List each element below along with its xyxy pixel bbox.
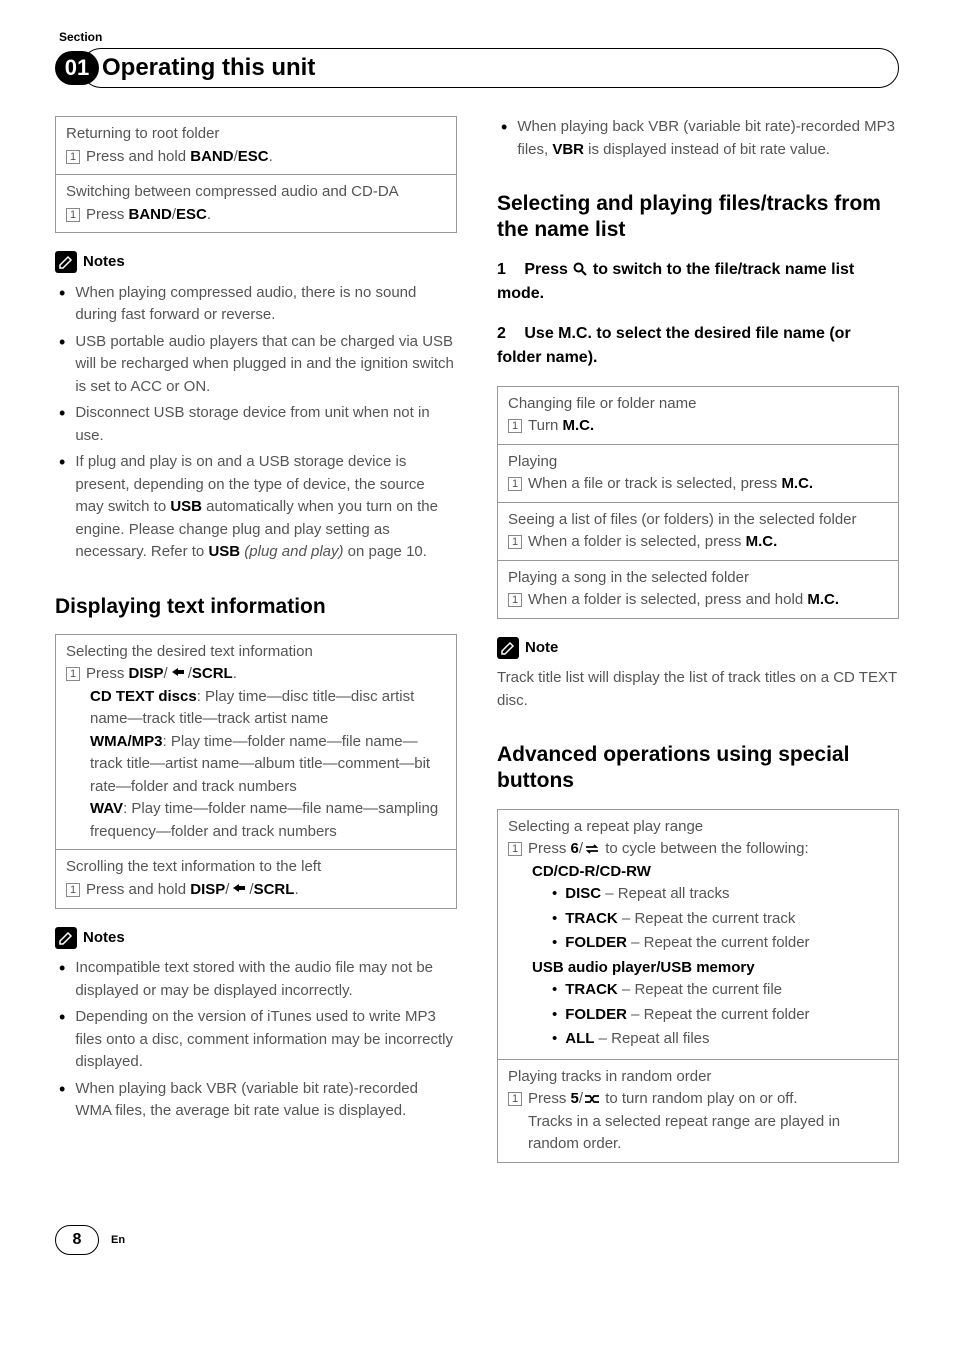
cell-see-list: Seeing a list of files (or folders) in t… xyxy=(498,503,898,561)
note-item: Incompatible text stored with the audio … xyxy=(55,957,457,1002)
heading-selecting-files: Selecting and playing files/tracks from … xyxy=(497,191,899,244)
shuffle-icon xyxy=(583,1090,601,1107)
notes-list: When playing compressed audio, there is … xyxy=(55,282,457,564)
heading-display-text: Displaying text information xyxy=(55,594,457,620)
step-2: 2 Use M.C. to select the desired file na… xyxy=(497,322,899,370)
step-number: 1 xyxy=(66,208,80,222)
step-number: 1 xyxy=(66,667,80,681)
note-item: When playing compressed audio, there is … xyxy=(55,282,457,327)
pencil-icon xyxy=(55,251,77,273)
note-label: Note xyxy=(525,637,558,660)
box-advanced: Selecting a repeat play range 1 Press 6/… xyxy=(497,809,899,1163)
cell-repeat-range: Selecting a repeat play range 1 Press 6/… xyxy=(498,810,898,1060)
cell-step: 1 Press and hold DISP//SCRL. xyxy=(66,879,446,902)
cell-return-root: Returning to root folder 1 Press and hol… xyxy=(56,117,456,175)
cell-step: 1 Press DISP//SCRL. xyxy=(66,663,446,686)
note-item: If plug and play is on and a USB storage… xyxy=(55,451,457,564)
header-row: 01 Operating this unit xyxy=(55,48,899,88)
note-item: USB portable audio players that can be c… xyxy=(55,331,457,399)
cell-title: Switching between compressed audio and C… xyxy=(66,181,446,204)
cell-title: Playing xyxy=(508,451,888,474)
pencil-icon xyxy=(497,637,519,659)
cont-notes-list: When playing back VBR (variable bit rate… xyxy=(497,116,899,161)
note-item: When playing back VBR (variable bit rate… xyxy=(55,1078,457,1123)
notes-list: Incompatible text stored with the audio … xyxy=(55,957,457,1123)
cell-title: Playing tracks in random order xyxy=(508,1066,888,1089)
page-number: 8 xyxy=(55,1225,99,1255)
cell-title: Selecting a repeat play range xyxy=(508,816,888,839)
note-item: Depending on the version of iTunes used … xyxy=(55,1006,457,1074)
page: Section 01 Operating this unit Returning… xyxy=(0,0,954,1295)
back-arrow-icon xyxy=(229,879,249,902)
notes-header: Notes xyxy=(55,927,457,950)
cell-title: Selecting the desired text information xyxy=(66,641,446,664)
cell-random: Playing tracks in random order 1 Press 5… xyxy=(498,1060,898,1162)
cell-select-text-info: Selecting the desired text information 1… xyxy=(56,635,456,851)
content-columns: Returning to root folder 1 Press and hol… xyxy=(55,116,899,1165)
left-column: Returning to root folder 1 Press and hol… xyxy=(55,116,457,1165)
cell-change-name: Changing file or folder name 1 Turn M.C. xyxy=(498,387,898,445)
cell-title: Changing file or folder name xyxy=(508,393,888,416)
repeat-detail: CD/CD-R/CD-RW DISC – Repeat all tracks T… xyxy=(532,861,888,1051)
cell-switch-audio: Switching between compressed audio and C… xyxy=(56,175,456,232)
notes-header: Notes xyxy=(55,251,457,274)
cell-play-folder: Playing a song in the selected folder 1 … xyxy=(498,561,898,618)
repeat-icon xyxy=(583,840,601,857)
page-title: Operating this unit xyxy=(102,54,315,82)
cell-title: Scrolling the text information to the le… xyxy=(66,856,446,879)
step-text: Press BAND/ESC. xyxy=(86,204,211,227)
box-text-info: Selecting the desired text information 1… xyxy=(55,634,457,909)
box-root-folder: Returning to root folder 1 Press and hol… xyxy=(55,116,457,233)
text-info-detail: CD TEXT discs: Play time—disc title—disc… xyxy=(90,686,446,844)
cell-title: Playing a song in the selected folder xyxy=(508,567,888,590)
section-label: Section xyxy=(59,30,899,44)
page-footer: 8 En xyxy=(55,1225,899,1255)
step-1: 1 Press to switch to the file/track name… xyxy=(497,258,899,306)
step-number: 1 xyxy=(66,150,80,164)
cell-title: Seeing a list of files (or folders) in t… xyxy=(508,509,888,532)
step-text: Press and hold DISP//SCRL. xyxy=(86,879,299,902)
notes-label: Notes xyxy=(83,927,125,950)
note-item: When playing back VBR (variable bit rate… xyxy=(497,116,899,161)
search-icon xyxy=(572,261,592,278)
note-item: Disconnect USB storage device from unit … xyxy=(55,402,457,447)
cell-scroll-text: Scrolling the text information to the le… xyxy=(56,850,456,907)
step-text: Press DISP//SCRL. xyxy=(86,663,237,686)
note-header: Note xyxy=(497,637,899,660)
notes-label: Notes xyxy=(83,251,125,274)
pencil-icon xyxy=(55,927,77,949)
right-column: When playing back VBR (variable bit rate… xyxy=(497,116,899,1165)
cell-playing: Playing 1 When a file or track is select… xyxy=(498,445,898,503)
step-text: Press and hold BAND/ESC. xyxy=(86,146,273,169)
section-number-badge: 01 xyxy=(55,51,99,85)
cell-title: Returning to root folder xyxy=(66,123,446,146)
note-text: Track title list will display the list o… xyxy=(497,667,899,712)
header-pill: Operating this unit xyxy=(81,48,899,88)
heading-advanced: Advanced operations using special button… xyxy=(497,742,899,795)
cell-step: 1 Press and hold BAND/ESC. xyxy=(66,146,446,169)
step-number: 1 xyxy=(66,883,80,897)
box-mc-operations: Changing file or folder name 1 Turn M.C.… xyxy=(497,386,899,619)
back-arrow-icon xyxy=(168,663,188,686)
language-label: En xyxy=(111,1234,125,1246)
cell-step: 1 Press BAND/ESC. xyxy=(66,204,446,227)
